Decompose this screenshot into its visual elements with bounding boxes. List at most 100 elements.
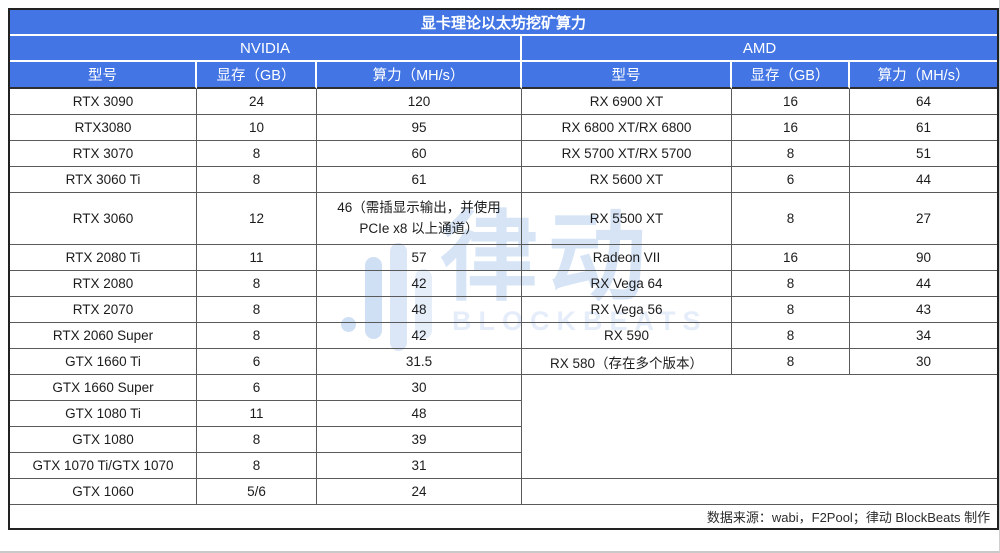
nv-vram-cell: 11 <box>197 245 317 271</box>
nv-model-cell: GTX 1080 <box>10 427 197 453</box>
nv-model-cell: RTX 3060 Ti <box>10 167 197 193</box>
column-header-row: 型号 显存（GB） 算力（MH/s） 型号 显存（GB） 算力（MH/s） <box>10 62 998 89</box>
amd-col-model: 型号 <box>522 62 732 89</box>
table-wrapper: 显卡理论以太坊挖矿算力 NVIDIA AMD 型号 显存（GB） 算力（MH/s… <box>8 8 1000 530</box>
table-row: RTX 3060 Ti 8 61 RX 5600 XT 6 44 <box>10 167 998 193</box>
amd-vram-cell: 16 <box>732 245 850 271</box>
data-source-note: 数据来源：wabi，F2Pool；律动 BlockBeats 制作 <box>706 510 991 525</box>
amd-model-cell: RX 5700 XT/RX 5700 <box>522 141 732 167</box>
nv-model-cell: RTX 2070 <box>10 297 197 323</box>
amd-hashrate-cell: 64 <box>850 89 998 115</box>
nv-model-cell: RTX3080 <box>10 115 197 141</box>
nv-vram-cell: 8 <box>197 297 317 323</box>
nv-hashrate-cell: 30 <box>317 375 522 401</box>
amd-vram-cell: 8 <box>732 141 850 167</box>
nv-hashrate-cell: 24 <box>317 479 522 505</box>
nv-vram-cell: 8 <box>197 271 317 297</box>
amd-empty-row <box>522 479 998 505</box>
amd-model-cell: RX 580（存在多个版本） <box>522 349 732 375</box>
nv-hashrate-cell: 48 <box>317 297 522 323</box>
table-row: RTX 2070 8 48 RX Vega 56 8 43 <box>10 297 998 323</box>
nv-vram-cell: 6 <box>197 375 317 401</box>
nv-model-cell: RTX 2080 <box>10 271 197 297</box>
table-row: GTX 1060 5/6 24 <box>10 479 998 505</box>
nv-vram-cell: 5/6 <box>197 479 317 505</box>
nv-model-cell: RTX 3090 <box>10 89 197 115</box>
amd-hashrate-cell: 34 <box>850 323 998 349</box>
nv-hashrate-cell: 42 <box>317 271 522 297</box>
section-row: NVIDIA AMD <box>10 36 998 62</box>
nv-model-cell: RTX 3070 <box>10 141 197 167</box>
amd-vram-cell: 8 <box>732 271 850 297</box>
amd-vram-cell: 16 <box>732 89 850 115</box>
nv-vram-cell: 6 <box>197 349 317 375</box>
amd-model-cell: RX Vega 56 <box>522 297 732 323</box>
table-row: RTX 3060 12 46（需插显示输出，并使用 PCIe x8 以上通道） … <box>10 193 998 245</box>
amd-hashrate-cell: 61 <box>850 115 998 141</box>
nv-vram-cell: 11 <box>197 401 317 427</box>
table-row: RTX3080 10 95 RX 6800 XT/RX 6800 16 61 <box>10 115 998 141</box>
amd-model-cell: RX 6800 XT/RX 6800 <box>522 115 732 141</box>
nv-hashrate-cell: 39 <box>317 427 522 453</box>
amd-model-cell: RX 6900 XT <box>522 89 732 115</box>
nv-hashrate-cell: 48 <box>317 401 522 427</box>
nv-model-cell: GTX 1660 Super <box>10 375 197 401</box>
amd-hashrate-cell: 44 <box>850 271 998 297</box>
table-row: RTX 3070 8 60 RX 5700 XT/RX 5700 8 51 <box>10 141 998 167</box>
amd-col-hashrate: 算力（MH/s） <box>850 62 998 89</box>
nv-vram-cell: 8 <box>197 323 317 349</box>
amd-vram-cell: 8 <box>732 323 850 349</box>
table-row: RTX 2080 8 42 RX Vega 64 8 44 <box>10 271 998 297</box>
nv-col-hashrate: 算力（MH/s） <box>317 62 522 89</box>
nv-vram-cell: 8 <box>197 167 317 193</box>
amd-hashrate-cell: 30 <box>850 349 998 375</box>
nv-model-cell: RTX 3060 <box>10 193 197 245</box>
table-row: RTX 2080 Ti 11 57 Radeon VII 16 90 <box>10 245 998 271</box>
table-row: GTX 1660 Super 6 30 <box>10 375 998 479</box>
amd-model-cell: RX 590 <box>522 323 732 349</box>
nv-model-cell: GTX 1070 Ti/GTX 1070 <box>10 453 197 479</box>
section-header-nvidia: NVIDIA <box>10 36 522 62</box>
nv-hashrate-cell: 31 <box>317 453 522 479</box>
nv-model-cell: RTX 2060 Super <box>10 323 197 349</box>
nv-vram-cell: 8 <box>197 427 317 453</box>
nv-hashrate-cell: 31.5 <box>317 349 522 375</box>
nv-hashrate-cell: 57 <box>317 245 522 271</box>
amd-hashrate-cell: 27 <box>850 193 998 245</box>
amd-vram-cell: 8 <box>732 349 850 375</box>
amd-model-cell: Radeon VII <box>522 245 732 271</box>
amd-col-vram: 显存（GB） <box>732 62 850 89</box>
amd-hashrate-cell: 43 <box>850 297 998 323</box>
amd-hashrate-cell: 44 <box>850 167 998 193</box>
table-row: GTX 1660 Ti 6 31.5 RX 580（存在多个版本） 8 30 <box>10 349 998 375</box>
nv-vram-cell: 12 <box>197 193 317 245</box>
nv-hashrate-cell: 46（需插显示输出，并使用 PCIe x8 以上通道） <box>317 193 522 245</box>
nv-vram-cell: 8 <box>197 453 317 479</box>
footer-row: 数据来源：wabi，F2Pool；律动 BlockBeats 制作 <box>10 505 997 528</box>
amd-empty-region <box>522 375 998 479</box>
nv-model-cell: GTX 1060 <box>10 479 197 505</box>
table-row: GTX 1070 Ti/GTX 1070 8 31 <box>10 453 997 479</box>
table-title: 显卡理论以太坊挖矿算力 <box>10 10 998 36</box>
amd-model-cell: RX 5600 XT <box>522 167 732 193</box>
nv-hashrate-cell: 95 <box>317 115 522 141</box>
nv-model-cell: RTX 2080 Ti <box>10 245 197 271</box>
nv-model-cell: GTX 1080 Ti <box>10 401 197 427</box>
table-row: RTX 3090 24 120 RX 6900 XT 16 64 <box>10 89 998 115</box>
nv-col-model: 型号 <box>10 62 197 89</box>
amd-model-cell: RX 5500 XT <box>522 193 732 245</box>
nv-vram-cell: 10 <box>197 115 317 141</box>
amd-vram-cell: 16 <box>732 115 850 141</box>
amd-model-cell: RX Vega 64 <box>522 271 732 297</box>
gpu-hashrate-table: 显卡理论以太坊挖矿算力 NVIDIA AMD 型号 显存（GB） 算力（MH/s… <box>8 8 1000 530</box>
nv-hashrate-cell: 60 <box>317 141 522 167</box>
nv-hashrate-cell: 42 <box>317 323 522 349</box>
nv-hashrate-cell: 120 <box>317 89 522 115</box>
nv-col-vram: 显存（GB） <box>197 62 317 89</box>
nv-hashrate-cell: 61 <box>317 167 522 193</box>
amd-vram-cell: 8 <box>732 193 850 245</box>
nv-model-cell: GTX 1660 Ti <box>10 349 197 375</box>
amd-hashrate-cell: 90 <box>850 245 998 271</box>
table-row: GTX 1080 Ti 11 48 <box>10 401 997 427</box>
